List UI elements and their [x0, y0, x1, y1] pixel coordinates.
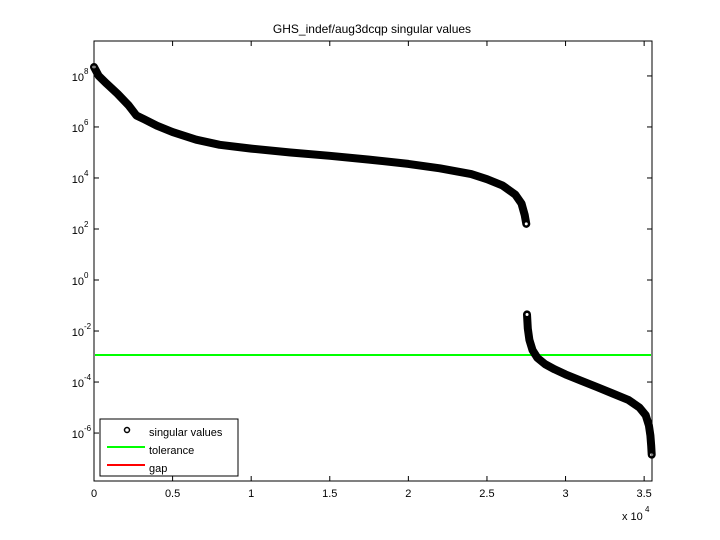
- x-tick-label: 0.5: [165, 488, 180, 500]
- axes-background: [94, 41, 652, 481]
- y-tick-label: 10: [72, 378, 84, 390]
- singular-values-curve: [523, 310, 656, 459]
- axes-frame: [93, 40, 653, 482]
- y-tick-exponent: 4: [84, 169, 89, 178]
- y-tick-exponent: 6: [84, 118, 89, 127]
- x-tick-label: 0: [91, 488, 97, 500]
- legend-item-tolerance: tolerance: [107, 445, 194, 457]
- chart-title: GHS_indef/aug3dcqp singular values: [273, 22, 471, 36]
- x-tick-label: 3: [562, 488, 568, 500]
- plot-area: 0 0.5 1 1.5 2 2.5 3 3.5 10810610410210010-210-4…: [72, 40, 656, 500]
- legend-item-singular-values: singular values: [123, 426, 223, 439]
- legend-item-gap: gap: [107, 463, 167, 475]
- x-axis: 0 0.5 1 1.5 2 2.5 3 3.5: [91, 41, 652, 500]
- y-tick-exponent: 8: [84, 67, 89, 76]
- y-tick-exponent: 0: [84, 271, 89, 280]
- y-tick-label: 10: [72, 225, 84, 237]
- x-multiplier-base: x 10: [622, 511, 643, 523]
- x-tick-label: 2.5: [479, 488, 494, 500]
- y-tick-label: 10: [72, 429, 84, 441]
- singular-values-series: [90, 63, 656, 459]
- x-multiplier-exp: 4: [645, 505, 650, 514]
- y-tick-exponent: -4: [84, 373, 92, 382]
- singular-values-curve: [90, 63, 531, 228]
- y-tick-label: 10: [72, 327, 84, 339]
- y-tick-label: 10: [72, 276, 84, 288]
- y-tick-exponent: -2: [84, 322, 92, 331]
- y-tick-label: 10: [72, 174, 84, 186]
- legend-label: gap: [149, 463, 167, 475]
- y-tick-label: 10: [72, 72, 84, 84]
- legend-label: tolerance: [149, 445, 194, 457]
- legend: singular values tolerance gap: [99, 418, 239, 477]
- x-tick-label: 1.5: [322, 488, 337, 500]
- x-axis-multiplier: x 10 4: [622, 505, 650, 523]
- circle-marker: [523, 221, 529, 227]
- y-tick-label: 10: [72, 123, 84, 135]
- x-tick-label: 3.5: [636, 488, 651, 500]
- x-tick-label: 1: [248, 488, 254, 500]
- legend-label: singular values: [149, 427, 223, 439]
- circle-marker: [524, 311, 530, 317]
- y-tick-exponent: 2: [84, 220, 89, 229]
- y-tick-exponent: -6: [84, 424, 92, 433]
- circle-marker-icon: [123, 426, 131, 434]
- x-tick-label: 2: [405, 488, 411, 500]
